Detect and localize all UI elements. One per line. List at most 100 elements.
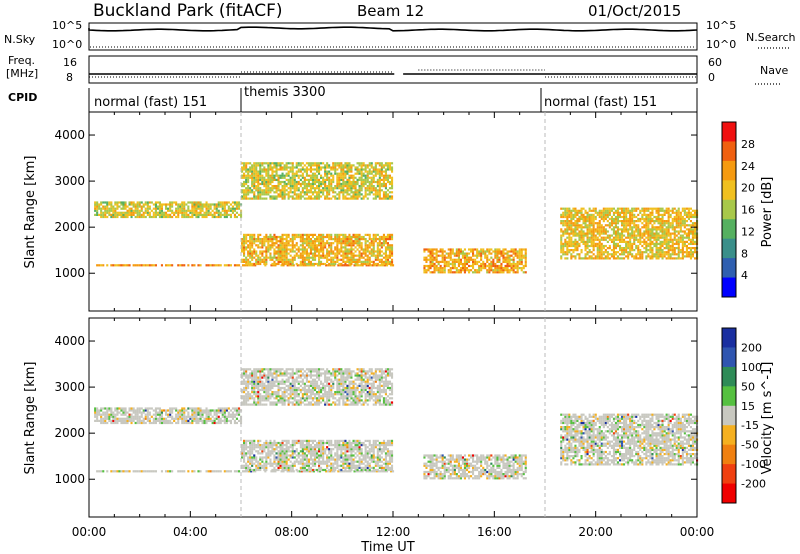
velocity-cell	[319, 470, 322, 473]
velocity-cell	[348, 456, 351, 459]
power-cell	[588, 238, 591, 241]
power-cell	[608, 213, 611, 216]
velocity-cell	[318, 462, 321, 465]
power-cell	[510, 269, 513, 272]
power-cell	[130, 201, 133, 204]
power-cell	[441, 269, 444, 272]
power-cell	[342, 180, 345, 184]
power-cell	[122, 207, 125, 210]
power-cell	[681, 215, 684, 219]
power-cell	[578, 230, 581, 233]
power-cell	[667, 242, 670, 245]
power-cell	[564, 230, 567, 233]
power-cell	[261, 244, 264, 247]
power-cell	[291, 238, 294, 241]
power-cell	[305, 189, 308, 192]
power-cell	[261, 189, 264, 192]
power-cell	[687, 247, 690, 250]
velocity-cell	[279, 456, 282, 459]
power-cell	[309, 187, 312, 190]
power-cell	[568, 213, 571, 216]
power-cell	[671, 217, 674, 221]
power-cell	[287, 260, 290, 263]
power-cell	[433, 262, 436, 266]
power-cell	[584, 209, 587, 212]
power-cell	[564, 240, 567, 243]
power-cell	[324, 195, 327, 198]
power-cell	[255, 238, 258, 241]
power-cell	[130, 209, 133, 212]
power-cell	[320, 168, 323, 171]
power-cell	[291, 162, 294, 165]
power-cell	[619, 247, 622, 250]
power-cell	[360, 242, 363, 245]
power-cell	[305, 170, 308, 173]
power-cell	[287, 162, 290, 165]
power-cell	[631, 215, 634, 219]
velocity-cell	[334, 460, 337, 463]
power-cell	[265, 260, 268, 263]
velocity-cell	[281, 446, 284, 449]
power-cell	[275, 191, 278, 194]
power-cell	[685, 232, 688, 235]
power-cell	[332, 262, 335, 266]
power-cell	[496, 252, 499, 255]
velocity-cell	[334, 444, 337, 447]
power-cell	[132, 211, 135, 214]
power-cell	[522, 256, 525, 259]
power-cell	[281, 240, 284, 243]
power-cell	[297, 193, 300, 196]
power-cell	[360, 174, 363, 177]
power-cell	[247, 180, 250, 184]
power-cell	[694, 222, 697, 225]
power-cell	[132, 201, 135, 204]
power-cell	[604, 232, 607, 235]
power-cell	[293, 254, 296, 257]
power-cell	[257, 178, 260, 181]
power-cell	[283, 187, 286, 190]
velocity-cell	[301, 466, 304, 469]
power-cell	[352, 187, 355, 190]
power-cell	[311, 246, 314, 249]
power-cell	[669, 238, 672, 241]
power-cell	[619, 207, 622, 210]
power-cell	[627, 242, 630, 245]
power-cell	[360, 260, 363, 263]
power-cell	[283, 197, 286, 200]
velocity-cell	[336, 458, 339, 461]
power-cell	[439, 250, 442, 253]
velocity-cell	[273, 448, 276, 451]
velocity-cell	[255, 464, 258, 467]
velocity-cell	[126, 470, 129, 473]
power-cell	[582, 217, 585, 221]
power-cell	[332, 187, 335, 190]
power-cell	[681, 234, 684, 237]
power-cell	[683, 213, 686, 216]
power-cell	[169, 215, 172, 219]
power-cell	[251, 235, 254, 239]
power-cell	[570, 217, 573, 221]
power-cell	[514, 252, 517, 255]
power-cell	[524, 260, 527, 263]
power-cell	[283, 189, 286, 192]
power-cell	[348, 258, 351, 261]
power-cell	[466, 262, 469, 266]
power-cell	[580, 217, 583, 221]
power-cell	[247, 258, 250, 261]
power-cell	[303, 170, 306, 173]
power-cell	[631, 222, 634, 225]
power-cell	[382, 233, 385, 236]
power-cell	[279, 182, 282, 186]
power-cell	[311, 240, 314, 243]
power-cell	[247, 178, 250, 181]
power-cell	[318, 162, 321, 165]
power-cell	[263, 180, 266, 184]
power-cell	[326, 256, 329, 259]
power-cell	[524, 258, 527, 261]
power-cell	[279, 250, 282, 253]
power-cell	[328, 191, 331, 194]
power-cell	[324, 168, 327, 171]
power-cell	[342, 250, 345, 253]
power-cell	[305, 250, 308, 253]
power-cell	[243, 248, 246, 251]
